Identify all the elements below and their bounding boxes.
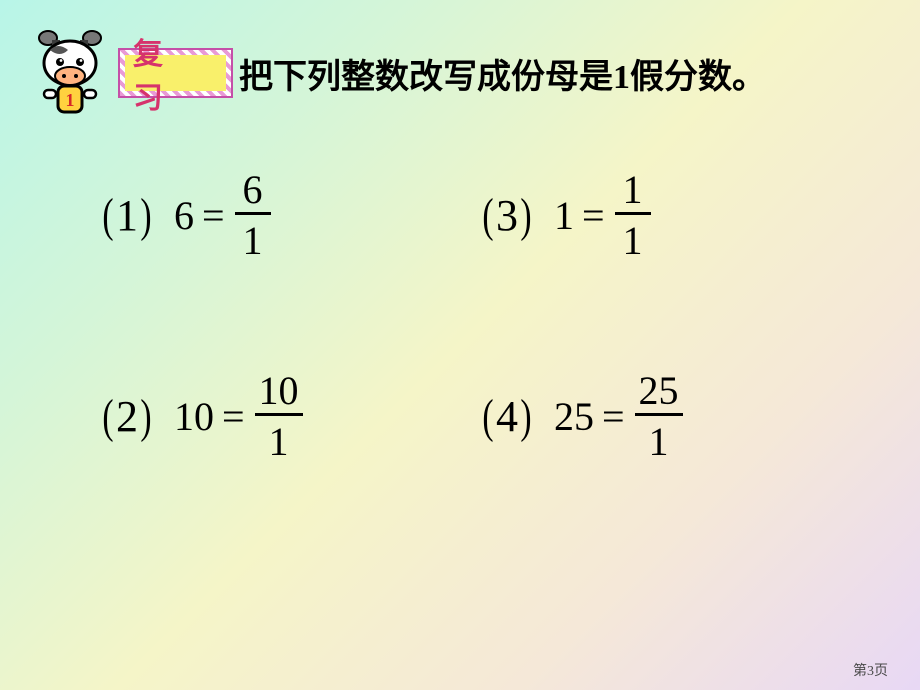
page-number: 第3页 [853, 660, 888, 680]
fraction: 25 1 [635, 371, 683, 462]
denominator: 1 [239, 215, 267, 261]
equation: 6 = 6 1 [174, 170, 271, 261]
denominator: 1 [265, 416, 293, 462]
fraction: 6 1 [235, 170, 271, 261]
lhs-value: 6 [174, 192, 194, 239]
review-badge-label: 复 习 [125, 55, 226, 91]
cow-mascot-icon: 1 [30, 28, 110, 118]
problem-1: (1) 6 = 6 1 [100, 170, 460, 261]
equation: 1 = 1 1 [554, 170, 651, 261]
problem-index-value: 4 [496, 391, 518, 442]
numerator: 25 [635, 371, 683, 413]
problem-index: (1) [100, 188, 154, 243]
lhs-value: 1 [554, 192, 574, 239]
problem-3: (3) 1 = 1 1 [480, 170, 840, 261]
equals-sign: = [582, 192, 605, 239]
problem-2: (2) 10 = 10 1 [100, 371, 460, 462]
problem-4: (4) 25 = 25 1 [480, 371, 840, 462]
header-row: 1 复 习 把下列整数改写成份母是1假分数。 [30, 28, 766, 118]
equation: 25 = 25 1 [554, 371, 683, 462]
problem-index-value: 2 [116, 391, 138, 442]
denominator: 1 [645, 416, 673, 462]
svg-text:1: 1 [66, 90, 75, 110]
problem-index: (4) [480, 389, 534, 444]
denominator: 1 [619, 215, 647, 261]
problem-index-value: 1 [116, 190, 138, 241]
fraction: 1 1 [615, 170, 651, 261]
equals-sign: = [202, 192, 225, 239]
equals-sign: = [602, 393, 625, 440]
review-badge: 复 习 [118, 48, 233, 98]
numerator: 1 [619, 170, 647, 212]
instruction-text: 把下列整数改写成份母是1假分数。 [239, 49, 766, 98]
problems-grid: (1) 6 = 6 1 (3) 1 = 1 1 (2) [100, 170, 840, 462]
problem-index-value: 3 [496, 190, 518, 241]
equation: 10 = 10 1 [174, 371, 303, 462]
problem-index: (3) [480, 188, 534, 243]
numerator: 6 [239, 170, 267, 212]
lhs-value: 10 [174, 393, 214, 440]
lhs-value: 25 [554, 393, 594, 440]
problem-index: (2) [100, 389, 154, 444]
fraction: 10 1 [255, 371, 303, 462]
equals-sign: = [222, 393, 245, 440]
numerator: 10 [255, 371, 303, 413]
